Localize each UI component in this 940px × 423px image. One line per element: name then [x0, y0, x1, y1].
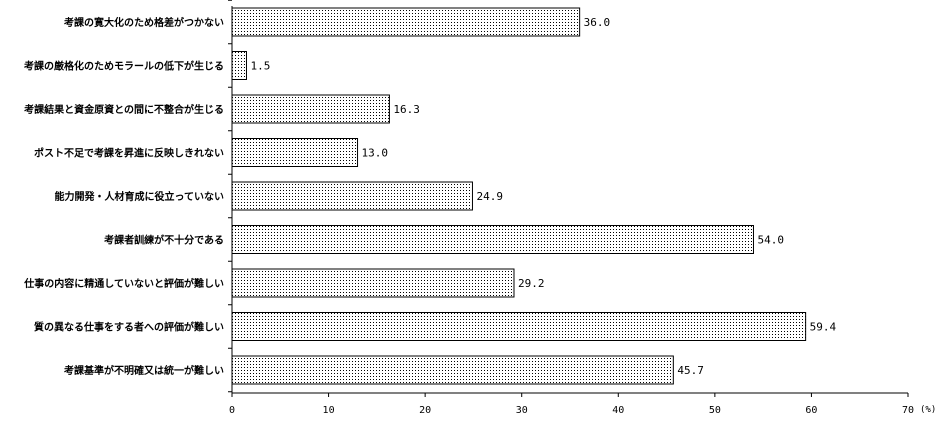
x-unit-label: (%) [920, 405, 936, 415]
bar [231, 181, 473, 211]
value-label: 24.9 [476, 190, 503, 203]
x-tick-label: 30 [516, 405, 528, 416]
category-label: 能力開発・人材育成に役立っていない [55, 190, 225, 203]
category-label: 仕事の内容に精通していないと評価が難しい [23, 277, 224, 290]
x-tick-label: 20 [419, 405, 431, 416]
bar [231, 268, 515, 298]
x-tick-label: 0 [229, 405, 235, 416]
bar [231, 225, 754, 254]
bar [231, 355, 674, 385]
chart-labels: 0 10 20 30 40 50 60 70 (%) 考課の寛大化のため格差がつかない 36.0 考課… [23, 16, 936, 416]
value-label: 16.3 [393, 103, 420, 116]
chart-bars [231, 7, 807, 385]
value-label: 1.5 [250, 60, 270, 73]
category-label: 質の異なる仕事をする者への評価が難しい [34, 321, 224, 334]
value-label: 29.2 [518, 277, 545, 290]
category-label: 考課者訓練が不十分である [104, 234, 224, 247]
bar [231, 138, 359, 167]
category-label: 考課結果と資金原資との間に不整合が生じる [24, 103, 224, 116]
category-label: 考課基準が不明確又は統一が難しい [64, 364, 224, 377]
x-tick-label: 10 [323, 405, 335, 416]
bar [231, 51, 247, 80]
x-tick-label: 40 [612, 405, 624, 416]
bar [231, 7, 581, 37]
value-label: 45.7 [677, 364, 704, 377]
x-tick-label: 60 [805, 405, 817, 416]
x-tick-label: 70 [902, 405, 914, 416]
category-label: 考課の厳格化のためモラールの低下が生じる [24, 60, 224, 73]
value-label: 59.4 [810, 321, 837, 334]
x-tick-label: 50 [709, 405, 721, 416]
bar [231, 94, 390, 124]
category-label: ポスト不足で考課を昇進に反映しきれない [34, 147, 224, 160]
value-label: 13.0 [362, 147, 389, 160]
value-label: 54.0 [757, 234, 784, 247]
bar [231, 312, 807, 341]
value-label: 36.0 [584, 16, 611, 29]
category-label: 考課の寛大化のため格差がつかない [64, 16, 224, 29]
